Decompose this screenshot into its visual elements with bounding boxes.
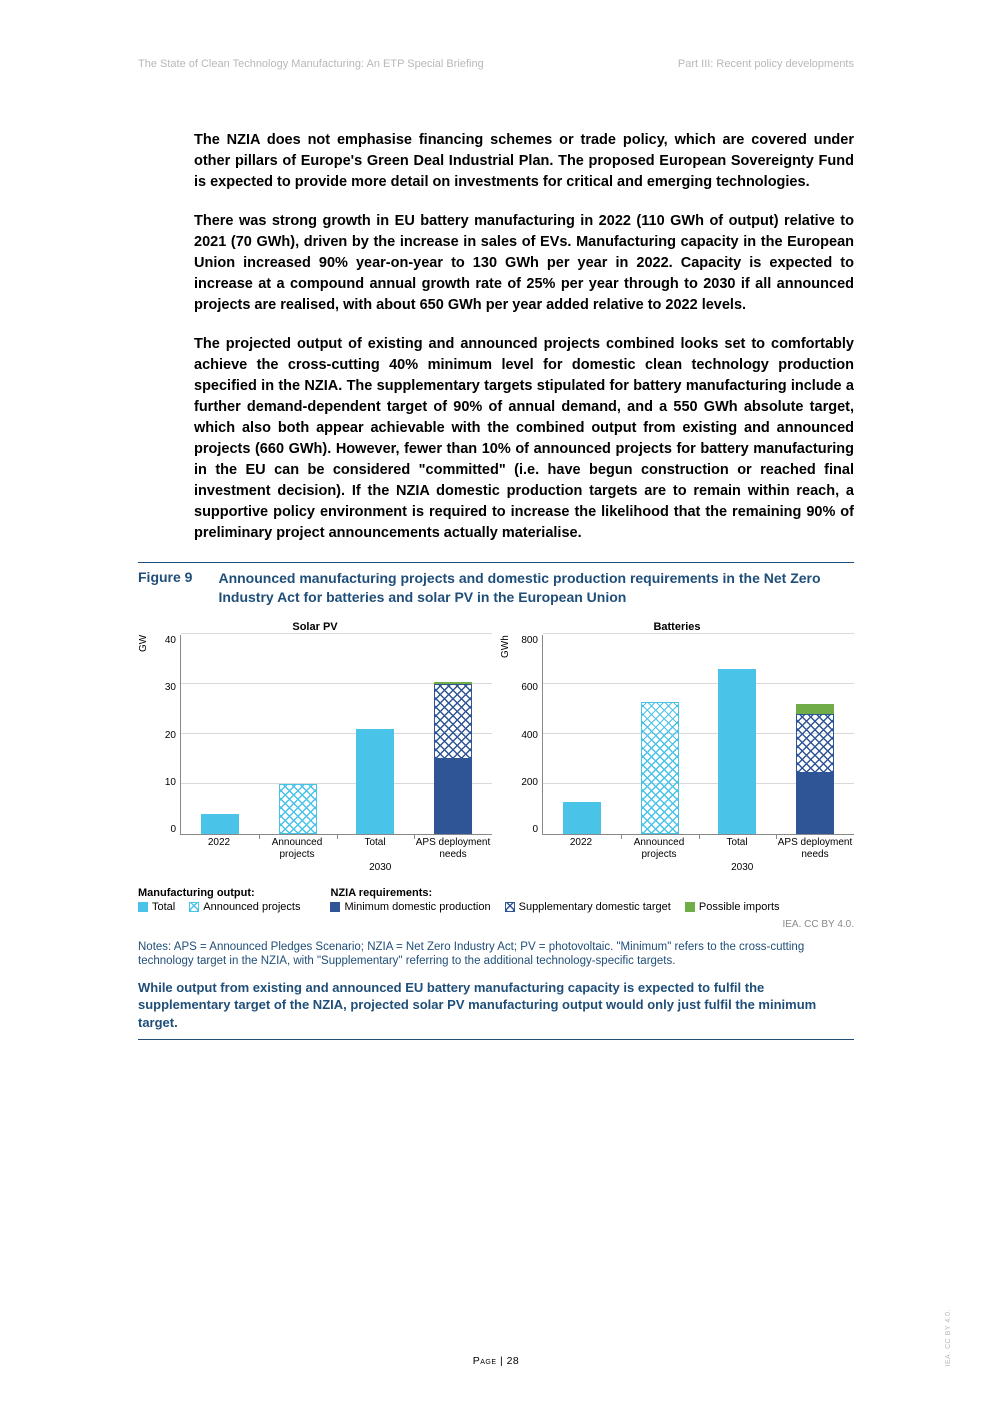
ytick: 200 — [521, 777, 538, 788]
swatch-min — [330, 902, 340, 912]
figure-title: Announced manufacturing projects and dom… — [218, 569, 854, 607]
x-label: Total — [698, 835, 776, 860]
ytick: 400 — [521, 730, 538, 741]
ytick: 10 — [165, 777, 176, 788]
charts-row: Solar PV GW 40 30 20 10 0 2022 Announced… — [138, 621, 854, 873]
legend-group-2: NZIA requirements: Minimum domestic prod… — [330, 887, 779, 913]
legend-item-announced: Announced projects — [189, 901, 300, 913]
legend-item-min: Minimum domestic production — [330, 901, 490, 913]
year-2030-label: 2030 — [369, 862, 391, 873]
swatch-total — [138, 902, 148, 912]
legend-label: Minimum domestic production — [344, 901, 490, 913]
figure-rule-bottom — [138, 1039, 854, 1040]
figure-caption: Figure 9 Announced manufacturing project… — [138, 569, 854, 607]
bar-announced — [279, 784, 317, 834]
chart-batteries-title: Batteries — [500, 621, 854, 633]
legend-label: Supplementary domestic target — [519, 901, 671, 913]
ytick: 20 — [165, 730, 176, 741]
x-label: Total — [336, 835, 414, 860]
swatch-supp — [505, 902, 515, 912]
figure-rule-top — [138, 562, 854, 563]
ytick: 40 — [165, 635, 176, 646]
header-right: Part III: Recent policy developments — [678, 58, 854, 70]
bar-announced — [641, 702, 679, 835]
solar-y-label: GW — [138, 635, 152, 835]
x-label: APS deployment needs — [414, 835, 492, 860]
bar-b2022 — [563, 802, 601, 835]
ytick: 600 — [521, 682, 538, 693]
ytick: 0 — [532, 824, 538, 835]
swatch-announced — [189, 902, 199, 912]
body-text: The NZIA does not emphasise financing sc… — [194, 130, 854, 544]
ytick: 800 — [521, 635, 538, 646]
header-left: The State of Clean Technology Manufactur… — [138, 58, 484, 70]
page-number: Page | 28 — [138, 1355, 854, 1367]
ytick: 0 — [170, 824, 176, 835]
chart-solar-title: Solar PV — [138, 621, 492, 633]
solar-plot-area — [180, 635, 492, 835]
figure-notes: Notes: APS = Announced Pledges Scenario;… — [138, 940, 854, 969]
bar-total — [718, 669, 756, 834]
x-label: 2022 — [542, 835, 620, 860]
solar-y-ticks: 40 30 20 10 0 — [152, 635, 180, 835]
paragraph-3: The projected output of existing and ann… — [194, 334, 854, 544]
bar-aps — [796, 704, 834, 834]
batteries-y-label: GWh — [500, 635, 514, 835]
x-label: 2022 — [180, 835, 258, 860]
chart-batteries: Batteries GWh 800 600 400 200 0 2022 Ann… — [500, 621, 854, 873]
bar-b2022 — [201, 814, 239, 834]
batteries-year-2030: 2030 — [542, 862, 854, 873]
bar-aps — [434, 682, 472, 835]
legend-head-2: NZIA requirements: — [330, 887, 779, 899]
x-label: APS deployment needs — [776, 835, 854, 860]
page-header: The State of Clean Technology Manufactur… — [138, 58, 854, 70]
x-label: Announced projects — [258, 835, 336, 860]
figure-attribution: IEA. CC BY 4.0. — [138, 919, 854, 930]
side-license: IEA. CC BY 4.0. — [945, 1309, 952, 1367]
legend-item-total: Total — [138, 901, 175, 913]
figure-number: Figure 9 — [138, 569, 192, 607]
figure-callout: While output from existing and announced… — [138, 979, 854, 1032]
legend-head-1: Manufacturing output: — [138, 887, 300, 899]
legend: Manufacturing output: Total Announced pr… — [138, 887, 854, 913]
legend-label: Announced projects — [203, 901, 300, 913]
swatch-imports — [685, 902, 695, 912]
x-label: Announced projects — [620, 835, 698, 860]
solar-year-2030: 2030 — [180, 862, 492, 873]
legend-item-supp: Supplementary domestic target — [505, 901, 671, 913]
paragraph-2: There was strong growth in EU battery ma… — [194, 211, 854, 316]
year-2030-label: 2030 — [731, 862, 753, 873]
chart-solar: Solar PV GW 40 30 20 10 0 2022 Announced… — [138, 621, 492, 873]
paragraph-1: The NZIA does not emphasise financing sc… — [194, 130, 854, 193]
batteries-plot-area — [542, 635, 854, 835]
legend-label: Possible imports — [699, 901, 780, 913]
legend-label: Total — [152, 901, 175, 913]
bar-total — [356, 729, 394, 834]
ytick: 30 — [165, 682, 176, 693]
legend-group-1: Manufacturing output: Total Announced pr… — [138, 887, 300, 913]
legend-item-imports: Possible imports — [685, 901, 780, 913]
batteries-y-ticks: 800 600 400 200 0 — [514, 635, 542, 835]
